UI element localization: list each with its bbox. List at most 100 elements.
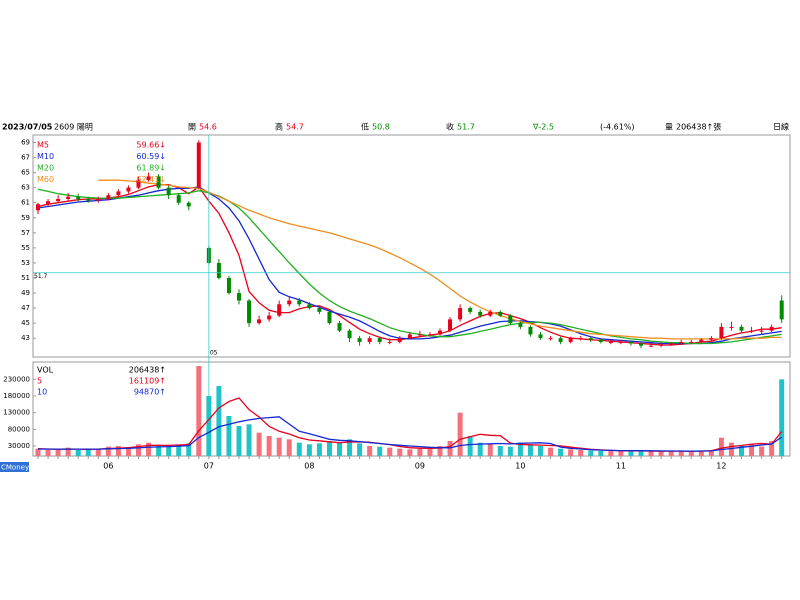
- brand-box: [0, 462, 29, 472]
- candle-body: [468, 308, 473, 312]
- volume-bar: [95, 448, 101, 456]
- candle-body: [357, 338, 362, 342]
- volume-bar: [377, 446, 383, 456]
- volume-bar: [256, 432, 262, 456]
- volume-bar: [316, 443, 322, 456]
- candle-body: [699, 339, 704, 342]
- y-tick-label: 67: [21, 154, 30, 162]
- volume-bar: [407, 449, 413, 456]
- candle-body: [558, 338, 563, 342]
- candle-body: [367, 338, 372, 342]
- close-value: 51.7: [457, 123, 475, 132]
- volume-bar: [457, 412, 463, 456]
- y-tick-label: 43: [21, 334, 30, 342]
- candle-body: [337, 323, 342, 331]
- cursor-date: 05: [210, 350, 218, 357]
- ma-line: [37, 186, 782, 345]
- candle-body: [729, 326, 734, 328]
- candle-body: [508, 315, 513, 324]
- legend-value: 161109↑: [129, 377, 166, 386]
- x-tick-label: 07: [204, 462, 214, 471]
- volume-value: 206438↑張: [676, 123, 721, 132]
- candle-body: [327, 311, 332, 324]
- volume-bar: [397, 448, 403, 456]
- legend-value: 206438↑: [129, 366, 166, 375]
- volume-bar: [286, 439, 292, 456]
- volume-bar: [779, 379, 785, 456]
- volume-bar: [487, 444, 493, 456]
- candle-body: [639, 343, 643, 346]
- volume-bar: [568, 449, 574, 456]
- volume-bar: [115, 446, 121, 456]
- ma-line: [37, 188, 782, 345]
- candle-body: [769, 326, 774, 331]
- volume-bar: [437, 446, 443, 456]
- y-tick-label: 180000: [3, 392, 30, 400]
- legend-name: VOL: [37, 366, 54, 375]
- candle-body: [106, 195, 111, 199]
- candle-body: [166, 187, 171, 196]
- y-tick-label: 51: [21, 274, 30, 282]
- candle-body: [76, 196, 81, 199]
- y-tick-label: 53: [21, 259, 30, 267]
- volume-bar: [136, 444, 141, 456]
- volume-bar: [55, 449, 61, 456]
- volume-bar: [65, 447, 71, 456]
- candle-body: [548, 338, 553, 340]
- volume-bar: [357, 443, 363, 456]
- volume-bar: [527, 444, 533, 456]
- volume-bar: [708, 450, 714, 456]
- x-tick-label: 06: [103, 462, 113, 471]
- y-tick-label: 65: [21, 169, 30, 177]
- volume-bar: [236, 426, 242, 456]
- candle-body: [618, 341, 623, 343]
- volume-bar: [467, 436, 473, 456]
- volume-bar: [266, 436, 272, 456]
- legend-name: M5: [37, 141, 49, 150]
- volume-bar: [105, 446, 111, 456]
- candle-body: [317, 308, 322, 312]
- volume-bar: [648, 451, 654, 456]
- candle-body: [538, 334, 543, 339]
- candle-body: [277, 304, 282, 316]
- close-label: 收: [446, 122, 454, 132]
- volume-bar: [759, 446, 765, 456]
- candle-body: [438, 330, 442, 335]
- candle-body: [417, 334, 422, 336]
- candle-body: [46, 201, 51, 205]
- candle-body: [387, 341, 392, 343]
- legend-name: 5: [37, 377, 42, 386]
- candle-body: [56, 198, 61, 202]
- candle-body: [307, 304, 312, 309]
- candle-body: [528, 326, 533, 335]
- x-tick-label: 12: [716, 462, 726, 471]
- ma-line: [37, 184, 782, 346]
- candle-body: [176, 195, 181, 203]
- candle-body: [96, 198, 101, 201]
- volume-bar: [75, 450, 81, 456]
- candle-body: [759, 330, 764, 332]
- volume-bar: [125, 447, 131, 456]
- volume-bar: [608, 451, 614, 456]
- brand: CMoney: [1, 464, 29, 472]
- candle-body: [608, 341, 613, 343]
- high-value: 54.7: [286, 123, 304, 132]
- candle-body: [86, 198, 91, 201]
- y-tick-label: 130000: [3, 409, 30, 417]
- candle-body: [669, 343, 674, 345]
- candle-body: [247, 300, 252, 324]
- candle-body: [347, 330, 352, 339]
- y-tick-label: 230000: [3, 375, 30, 383]
- y-tick-label: 80000: [8, 425, 30, 433]
- volume-bar: [739, 446, 744, 456]
- volume-bar: [578, 450, 584, 456]
- x-tick-label: 09: [415, 462, 425, 471]
- candle-body: [66, 196, 71, 199]
- candle-body: [448, 319, 453, 331]
- candle-body: [116, 191, 121, 196]
- volume-bar: [548, 447, 554, 456]
- stock: 2609 陽明: [54, 123, 93, 132]
- volume-bar: [186, 443, 192, 456]
- y-tick-label: 45: [21, 319, 30, 327]
